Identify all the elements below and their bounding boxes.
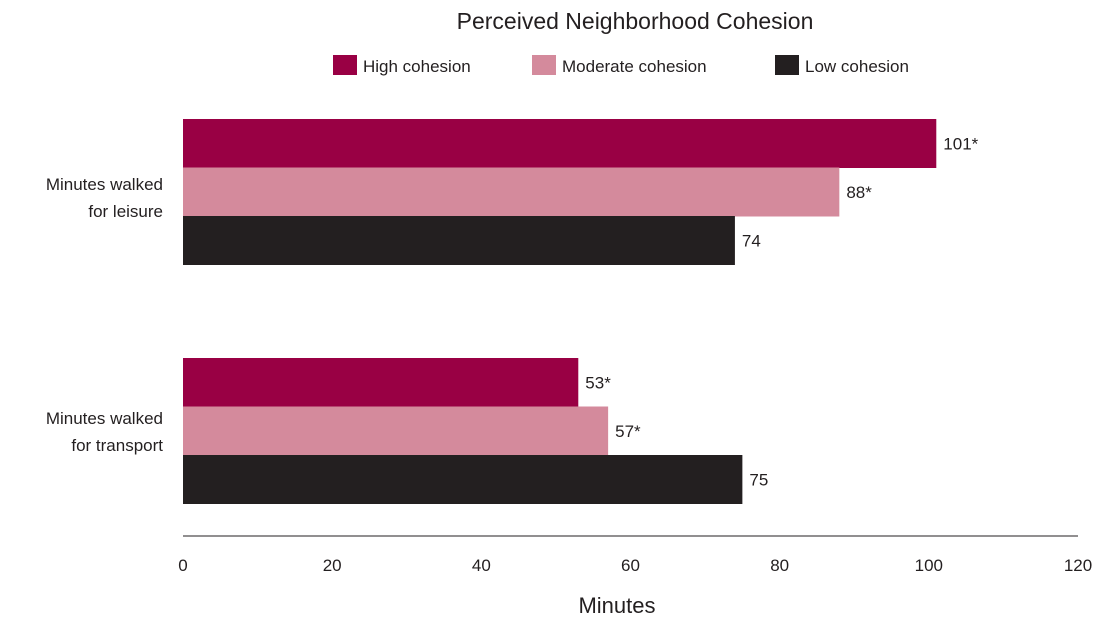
legend-swatch-3 — [775, 55, 799, 75]
bars-group: 101* 88* 74 53* 57* 75 — [183, 119, 979, 504]
legend: High cohesion Moderate cohesion Low cohesi… — [333, 55, 909, 76]
legend-label-1: High cohesion — [363, 57, 471, 76]
bar-2-3 — [183, 455, 743, 504]
x-axis-title: Minutes — [578, 593, 655, 617]
x-tick-label-4: 60 — [621, 556, 640, 575]
legend-swatch-1 — [333, 55, 357, 75]
legend-label-2: Moderate cohesion — [562, 57, 707, 76]
bar-2-2 — [183, 406, 609, 456]
bar-1-2 — [183, 167, 840, 217]
bar-1-3 — [183, 216, 735, 265]
data-label-2-2: 57* — [615, 422, 641, 441]
x-tick-label-6: 100 — [915, 556, 943, 575]
bar-1-1 — [183, 119, 937, 168]
data-label-1-1: 101* — [943, 134, 978, 153]
x-tick-label-5: 80 — [770, 556, 789, 575]
legend-swatch-2 — [532, 55, 556, 75]
data-label-1-3: 74 — [742, 231, 761, 250]
bar-2-1 — [183, 358, 579, 407]
category-label-1-line-2: for leisure — [88, 202, 163, 221]
data-label-1-2: 88* — [846, 183, 872, 202]
category-label-2-line-2: for transport — [71, 436, 163, 455]
category-labels: Minutes walked for leisure Minutes walked f… — [46, 175, 163, 455]
legend-title: Perceived Neighborhood Cohesion — [457, 8, 814, 34]
category-label-1-line-1: Minutes walked — [46, 175, 163, 194]
data-label-2-1: 53* — [585, 373, 611, 392]
x-tick-label-2: 20 — [323, 556, 342, 575]
data-label-2-3: 75 — [749, 470, 768, 489]
category-label-2-line-1: Minutes walked — [46, 409, 163, 428]
x-tick-labels: 0 20 40 60 80 100 120 — [178, 556, 1092, 575]
x-tick-label-7: 120 — [1064, 556, 1092, 575]
x-tick-label-3: 40 — [472, 556, 491, 575]
x-tick-label-1: 0 — [178, 556, 187, 575]
legend-label-3: Low cohesion — [805, 57, 909, 76]
